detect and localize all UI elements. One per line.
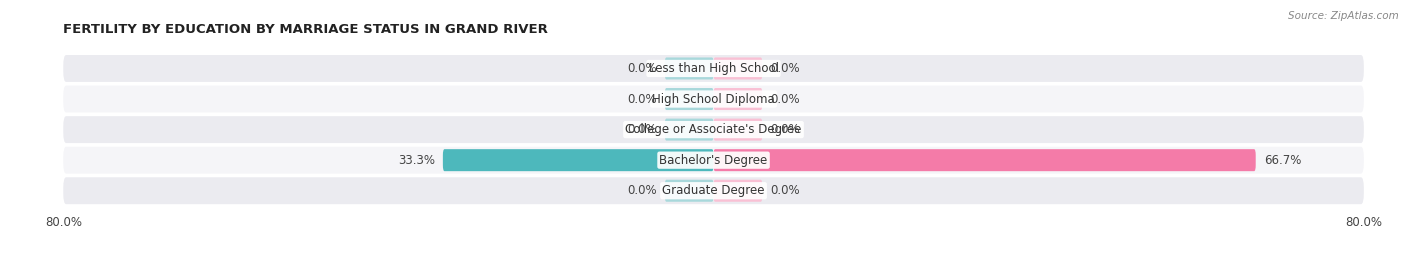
Text: 0.0%: 0.0%: [770, 93, 800, 106]
FancyBboxPatch shape: [63, 177, 1364, 204]
Text: 33.3%: 33.3%: [398, 154, 434, 167]
Text: Less than High School: Less than High School: [648, 62, 779, 75]
FancyBboxPatch shape: [665, 180, 713, 202]
FancyBboxPatch shape: [443, 149, 713, 171]
FancyBboxPatch shape: [713, 149, 1256, 171]
Text: 0.0%: 0.0%: [627, 123, 657, 136]
FancyBboxPatch shape: [63, 147, 1364, 174]
FancyBboxPatch shape: [665, 88, 713, 110]
FancyBboxPatch shape: [63, 86, 1364, 113]
Text: College or Associate's Degree: College or Associate's Degree: [626, 123, 801, 136]
Text: High School Diploma: High School Diploma: [652, 93, 775, 106]
Legend: Married, Unmarried: Married, Unmarried: [630, 266, 797, 270]
FancyBboxPatch shape: [713, 88, 762, 110]
Text: Bachelor's Degree: Bachelor's Degree: [659, 154, 768, 167]
Text: 66.7%: 66.7%: [1264, 154, 1301, 167]
Text: 0.0%: 0.0%: [770, 123, 800, 136]
FancyBboxPatch shape: [63, 116, 1364, 143]
FancyBboxPatch shape: [713, 58, 762, 79]
Text: 0.0%: 0.0%: [627, 93, 657, 106]
FancyBboxPatch shape: [63, 55, 1364, 82]
FancyBboxPatch shape: [665, 58, 713, 79]
Text: 0.0%: 0.0%: [770, 184, 800, 197]
Text: 0.0%: 0.0%: [770, 62, 800, 75]
FancyBboxPatch shape: [665, 119, 713, 141]
Text: Graduate Degree: Graduate Degree: [662, 184, 765, 197]
FancyBboxPatch shape: [713, 119, 762, 141]
Text: 0.0%: 0.0%: [627, 62, 657, 75]
FancyBboxPatch shape: [713, 180, 762, 202]
Text: 0.0%: 0.0%: [627, 184, 657, 197]
Text: FERTILITY BY EDUCATION BY MARRIAGE STATUS IN GRAND RIVER: FERTILITY BY EDUCATION BY MARRIAGE STATU…: [63, 23, 548, 36]
Text: Source: ZipAtlas.com: Source: ZipAtlas.com: [1288, 11, 1399, 21]
